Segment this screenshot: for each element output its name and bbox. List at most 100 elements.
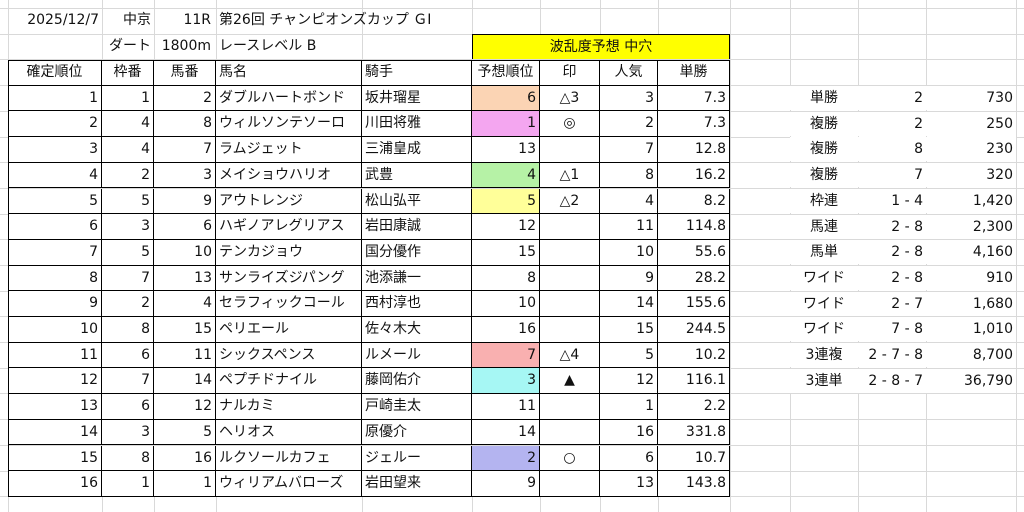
cell-jockey[interactable]: 国分優作 — [362, 239, 472, 266]
cell-mark[interactable]: ○ — [540, 445, 600, 472]
cell-mark[interactable]: ▲ — [540, 368, 600, 395]
cell-odds[interactable]: 28.2 — [658, 265, 730, 292]
cell-rank[interactable]: 3 — [8, 137, 102, 163]
race-surface[interactable]: ダート — [109, 38, 151, 54]
column-header-rank[interactable]: 確定順位 — [8, 60, 102, 86]
cell-waku[interactable]: 3 — [102, 214, 154, 240]
cell-uma[interactable]: 6 — [154, 214, 216, 240]
payout-type[interactable]: 馬連 — [790, 215, 858, 239]
cell-prediction[interactable]: 11 — [472, 394, 540, 420]
cell-rank[interactable]: 2 — [8, 111, 102, 138]
cell-uma[interactable]: 11 — [154, 342, 216, 369]
cell-odds[interactable]: 10.7 — [658, 445, 730, 472]
cell-popularity[interactable]: 12 — [600, 368, 658, 395]
cell-prediction[interactable]: 9 — [472, 471, 540, 497]
payout-amount[interactable]: 8,700 — [926, 343, 1016, 367]
cell-horse-name[interactable]: メイショウハリオ — [216, 162, 362, 189]
payout-type[interactable]: 単勝 — [790, 86, 858, 110]
cell-popularity[interactable]: 5 — [600, 342, 658, 369]
cell-jockey[interactable]: 原優介 — [362, 419, 472, 446]
cell-popularity[interactable]: 10 — [600, 239, 658, 266]
cell-waku[interactable]: 2 — [102, 162, 154, 189]
column-header-pred[interactable]: 予想順位 — [472, 60, 540, 86]
cell-prediction[interactable]: 2 — [472, 445, 540, 472]
cell-uma[interactable]: 1 — [154, 471, 216, 497]
cell-jockey[interactable]: 三浦皇成 — [362, 137, 472, 163]
cell-waku[interactable]: 4 — [102, 111, 154, 138]
cell-horse-name[interactable]: ウィリアムバローズ — [216, 471, 362, 497]
cell-uma[interactable]: 15 — [154, 317, 216, 343]
cell-horse-name[interactable]: ウィルソンテソーロ — [216, 111, 362, 138]
payout-amount[interactable]: 250 — [926, 112, 1016, 136]
cell-horse-name[interactable]: シックスペンス — [216, 342, 362, 369]
cell-mark[interactable]: △2 — [540, 188, 600, 215]
cell-odds[interactable]: 114.8 — [658, 214, 730, 240]
column-header-jockey[interactable]: 騎手 — [362, 60, 472, 86]
race-distance[interactable]: 1800m — [161, 38, 211, 54]
cell-prediction[interactable]: 6 — [472, 85, 540, 112]
column-header-uma[interactable]: 馬番 — [154, 60, 216, 86]
cell-odds[interactable]: 116.1 — [658, 368, 730, 395]
cell-odds[interactable]: 143.8 — [658, 471, 730, 497]
cell-waku[interactable]: 7 — [102, 368, 154, 395]
cell-horse-name[interactable]: ルクソールカフェ — [216, 445, 362, 472]
cell-horse-name[interactable]: テンカジョウ — [216, 239, 362, 266]
payout-type[interactable]: 馬単 — [790, 240, 858, 264]
cell-popularity[interactable]: 9 — [600, 265, 658, 292]
payout-combo[interactable]: 7 — [858, 163, 926, 187]
cell-popularity[interactable]: 15 — [600, 317, 658, 343]
payout-type[interactable]: ワイド — [790, 317, 858, 341]
cell-odds[interactable]: 2.2 — [658, 394, 730, 420]
cell-uma[interactable]: 8 — [154, 111, 216, 138]
cell-prediction[interactable]: 4 — [472, 162, 540, 189]
payout-combo[interactable]: 2 - 8 — [858, 266, 926, 290]
cell-odds[interactable]: 12.8 — [658, 137, 730, 163]
cell-mark[interactable] — [540, 317, 600, 343]
cell-popularity[interactable]: 4 — [600, 188, 658, 215]
cell-popularity[interactable]: 1 — [600, 394, 658, 420]
cell-popularity[interactable]: 6 — [600, 445, 658, 472]
cell-mark[interactable]: △4 — [540, 342, 600, 369]
payout-amount[interactable]: 320 — [926, 163, 1016, 187]
cell-horse-name[interactable]: アウトレンジ — [216, 188, 362, 215]
cell-jockey[interactable]: 池添謙一 — [362, 265, 472, 292]
cell-odds[interactable]: 244.5 — [658, 317, 730, 343]
cell-jockey[interactable]: ルメール — [362, 342, 472, 369]
payout-type[interactable]: 3連単 — [790, 369, 858, 393]
cell-waku[interactable]: 5 — [102, 239, 154, 266]
payout-amount[interactable]: 730 — [926, 86, 1016, 110]
payout-type[interactable]: 複勝 — [790, 163, 858, 187]
cell-waku[interactable]: 1 — [102, 85, 154, 112]
cell-mark[interactable]: △1 — [540, 162, 600, 189]
cell-odds[interactable]: 16.2 — [658, 162, 730, 189]
cell-jockey[interactable]: 武豊 — [362, 162, 472, 189]
payout-amount[interactable]: 4,160 — [926, 240, 1016, 264]
cell-waku[interactable]: 8 — [102, 445, 154, 472]
cell-waku[interactable]: 8 — [102, 317, 154, 343]
cell-odds[interactable]: 55.6 — [658, 239, 730, 266]
cell-mark[interactable]: △3 — [540, 85, 600, 112]
cell-mark[interactable] — [540, 214, 600, 240]
cell-prediction[interactable]: 14 — [472, 419, 540, 446]
cell-jockey[interactable]: 松山弘平 — [362, 188, 472, 215]
cell-rank[interactable]: 10 — [8, 317, 102, 343]
column-header-odds[interactable]: 単勝 — [658, 60, 730, 86]
cell-uma[interactable]: 10 — [154, 239, 216, 266]
cell-popularity[interactable]: 7 — [600, 137, 658, 163]
cell-prediction[interactable]: 8 — [472, 265, 540, 292]
payout-combo[interactable]: 2 - 8 - 7 — [858, 369, 926, 393]
cell-horse-name[interactable]: ペプチドナイル — [216, 368, 362, 395]
volatility-banner[interactable]: 波乱度予想 中穴 — [472, 34, 730, 59]
column-header-pop[interactable]: 人気 — [600, 60, 658, 86]
payout-combo[interactable]: 2 - 8 — [858, 240, 926, 264]
payout-type[interactable]: 枠連 — [790, 189, 858, 213]
payout-combo[interactable]: 2 - 8 — [858, 215, 926, 239]
cell-uma[interactable]: 13 — [154, 265, 216, 292]
cell-rank[interactable]: 7 — [8, 239, 102, 266]
cell-waku[interactable]: 6 — [102, 394, 154, 420]
payout-combo[interactable]: 8 — [858, 137, 926, 161]
cell-rank[interactable]: 8 — [8, 265, 102, 292]
cell-rank[interactable]: 4 — [8, 162, 102, 189]
cell-prediction[interactable]: 10 — [472, 291, 540, 317]
race-level[interactable]: レースレベル B — [219, 38, 317, 54]
